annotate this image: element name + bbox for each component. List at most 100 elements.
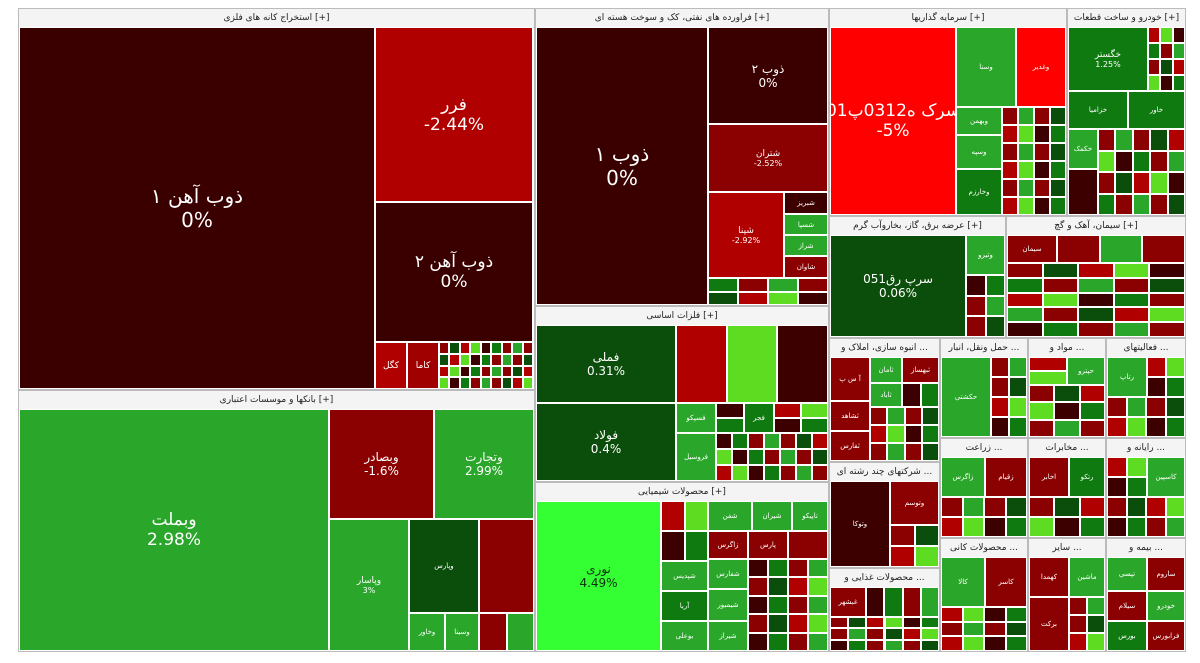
- stock-cell[interactable]: [1042, 322, 1079, 337]
- sector-title[interactable]: محصولات غذایی و ...: [830, 569, 939, 588]
- sector-title[interactable]: سرمایه گذاریها [+]: [830, 9, 1066, 28]
- sector-title[interactable]: محصولات شیمیایی [+]: [536, 483, 828, 502]
- stock-tile-kasar[interactable]: کاسر: [985, 557, 1027, 607]
- stock-tile-retko[interactable]: رتکو: [1069, 457, 1105, 497]
- stock-cell[interactable]: [902, 383, 921, 407]
- stock-cell[interactable]: [1150, 193, 1168, 215]
- stock-cell[interactable]: [1029, 402, 1055, 420]
- stock-tile-ferosil[interactable]: فروسیل: [676, 433, 716, 481]
- stock-cell[interactable]: [1149, 263, 1185, 278]
- stock-cell[interactable]: [962, 621, 984, 637]
- stock-cell[interactable]: [764, 465, 780, 481]
- stock-cell[interactable]: [501, 365, 513, 378]
- stock-cell[interactable]: [512, 365, 523, 378]
- stock-tile-vtoka[interactable]: وتوکا: [830, 481, 890, 567]
- stock-cell[interactable]: [1107, 497, 1127, 517]
- stock-cell[interactable]: [1009, 397, 1027, 417]
- sector-title[interactable]: سایر ...: [1029, 539, 1105, 558]
- stock-cell[interactable]: [1002, 125, 1018, 143]
- stock-cell[interactable]: [480, 353, 492, 366]
- stock-cell[interactable]: [684, 531, 708, 561]
- stock-cell[interactable]: [491, 377, 502, 389]
- stock-tile-vkharazm[interactable]: وخارزم: [956, 169, 1002, 215]
- stock-cell[interactable]: [1172, 75, 1185, 91]
- stock-tile-shesepa[interactable]: شسپا: [784, 214, 828, 235]
- stock-cell[interactable]: [501, 377, 513, 389]
- stock-cell[interactable]: [887, 443, 905, 461]
- stock-cell[interactable]: [808, 595, 828, 615]
- stock-tile-tapiko[interactable]: تاپیکو: [792, 501, 828, 531]
- stock-cell[interactable]: [1147, 377, 1166, 397]
- stock-cell[interactable]: [1054, 517, 1080, 537]
- stock-cell[interactable]: [439, 365, 450, 378]
- stock-cell[interactable]: [991, 397, 1009, 417]
- stock-cell[interactable]: [1148, 75, 1161, 91]
- stock-cell[interactable]: [991, 377, 1009, 397]
- stock-cell[interactable]: [1079, 517, 1105, 537]
- stock-tile-tapsi[interactable]: تپسی: [1107, 557, 1147, 591]
- stock-cell[interactable]: [848, 628, 867, 640]
- sector-title[interactable]: رایانه و ...: [1107, 439, 1185, 458]
- stock-cell[interactable]: [866, 628, 885, 640]
- stock-cell[interactable]: [1018, 125, 1034, 143]
- stock-cell[interactable]: [788, 632, 808, 651]
- stock-cell[interactable]: [1115, 172, 1133, 194]
- stock-cell[interactable]: [1050, 197, 1066, 215]
- stock-cell[interactable]: [748, 577, 768, 596]
- stock-cell[interactable]: [1146, 397, 1166, 417]
- stock-tile-pars[interactable]: پارس: [748, 531, 788, 559]
- stock-cell[interactable]: [1126, 397, 1146, 417]
- stock-cell[interactable]: [1098, 129, 1116, 151]
- stock-tile-shepdis[interactable]: شپدیس: [661, 561, 708, 591]
- stock-cell[interactable]: [1149, 307, 1185, 323]
- stock-cell[interactable]: [1042, 292, 1079, 308]
- stock-cell[interactable]: [768, 595, 788, 615]
- stock-cell[interactable]: [985, 316, 1005, 337]
- stock-cell[interactable]: [1098, 193, 1116, 215]
- stock-cell[interactable]: [870, 407, 888, 425]
- stock-cell[interactable]: [676, 325, 727, 403]
- stock-cell[interactable]: [991, 417, 1009, 437]
- stock-tile-shetran[interactable]: شتران -2.52%: [708, 124, 828, 192]
- stock-cell[interactable]: [1172, 27, 1185, 43]
- sector-title[interactable]: زراعت ...: [941, 439, 1027, 458]
- stock-cell[interactable]: [732, 433, 748, 449]
- stock-tile-sheraz[interactable]: شراز: [784, 235, 828, 256]
- stock-cell[interactable]: [748, 559, 768, 578]
- stock-cell[interactable]: [1099, 235, 1143, 263]
- stock-cell[interactable]: [902, 587, 921, 617]
- stock-cell[interactable]: [716, 465, 732, 481]
- stock-cell[interactable]: [501, 342, 513, 354]
- stock-tile-zagros[interactable]: زاگرس: [708, 531, 748, 559]
- stock-cell[interactable]: [491, 365, 502, 378]
- stock-cell[interactable]: [1107, 417, 1127, 437]
- stock-cell[interactable]: [716, 449, 732, 465]
- sector-title[interactable]: استخراج کانه های فلزی [+]: [19, 9, 534, 28]
- stock-cell[interactable]: [914, 525, 939, 546]
- stock-cell[interactable]: [985, 295, 1005, 317]
- stock-tile-kaspian[interactable]: کاسپین: [1147, 457, 1185, 497]
- stock-cell[interactable]: [459, 353, 471, 366]
- stock-cell[interactable]: [748, 449, 764, 465]
- stock-cell[interactable]: [866, 617, 885, 629]
- stock-cell[interactable]: [1034, 197, 1050, 215]
- stock-cell[interactable]: [1127, 457, 1147, 477]
- stock-cell[interactable]: [522, 365, 533, 378]
- stock-cell[interactable]: [884, 587, 903, 617]
- stock-cell[interactable]: [1172, 43, 1185, 59]
- stock-cell[interactable]: [716, 403, 744, 418]
- stock-cell[interactable]: [796, 465, 812, 481]
- stock-cell[interactable]: [491, 353, 502, 366]
- stock-tile-zagros2[interactable]: زاگرس: [941, 457, 985, 497]
- stock-cell[interactable]: [1029, 371, 1067, 385]
- stock-cell[interactable]: [984, 517, 1006, 537]
- stock-cell[interactable]: [449, 342, 460, 354]
- stock-cell[interactable]: [479, 613, 507, 651]
- stock-cell[interactable]: [439, 342, 450, 354]
- stock-cell[interactable]: [1132, 172, 1151, 194]
- stock-cell[interactable]: [748, 614, 768, 633]
- stock-cell[interactable]: [798, 291, 828, 305]
- stock-cell[interactable]: [1115, 129, 1133, 151]
- stock-tile-sfars[interactable]: ثفارس: [830, 431, 870, 461]
- stock-cell[interactable]: [1002, 179, 1018, 197]
